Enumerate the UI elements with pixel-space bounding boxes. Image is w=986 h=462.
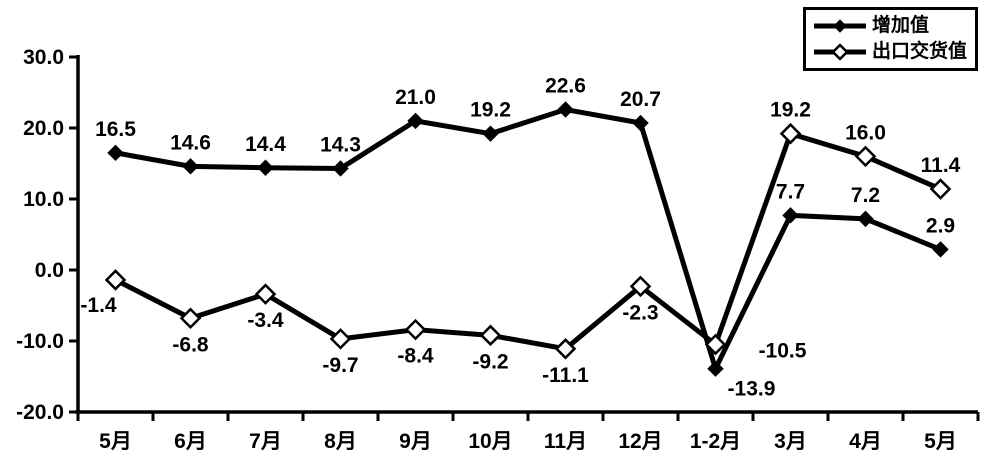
data-label: 19.2: [770, 99, 811, 122]
data-label: 16.0: [845, 121, 886, 144]
x-tick-label: 12月: [618, 430, 662, 453]
y-tick-label: 30.0: [23, 46, 64, 69]
data-label: -1.4: [80, 294, 117, 317]
data-label: -2.3: [622, 301, 658, 324]
x-tick-label: 5月: [924, 430, 957, 453]
hollow-diamond-marker: [254, 283, 277, 305]
series-line-1: [115, 106, 942, 376]
y-tick-label: 20.0: [23, 117, 64, 140]
filled-diamond-marker: [632, 114, 649, 132]
hollow-diamond-marker: [104, 269, 127, 291]
filled-diamond-marker: [332, 160, 349, 177]
hollow-diamond-marker: [329, 328, 352, 350]
x-tick-label: 7月: [249, 430, 282, 453]
data-label: -9.7: [322, 354, 358, 377]
filled-diamond-marker: [407, 112, 424, 130]
hollow-diamond-marker: [479, 324, 502, 347]
filled-diamond-marker: [857, 210, 874, 228]
filled-diamond-marker: [707, 360, 724, 377]
data-label: 19.2: [470, 99, 511, 122]
legend: 增加值 出口交货值: [802, 7, 978, 71]
data-label: -3.4: [247, 309, 284, 332]
data-label: 16.5: [95, 118, 136, 141]
data-label: 2.9: [926, 214, 955, 237]
data-label: 14.3: [320, 133, 361, 156]
filled-diamond-marker: [107, 144, 124, 162]
x-tick-label: 4月: [849, 430, 882, 453]
data-label: -6.8: [172, 333, 209, 356]
series-line-2: [114, 130, 942, 352]
legend-item-series-2: 出口交货值: [812, 40, 967, 64]
hollow-diamond-marker: [629, 275, 652, 298]
x-tick-label: 3月: [774, 430, 807, 453]
hollow-diamond-line-icon: [813, 43, 866, 61]
legend-label-series-1: 增加值: [871, 15, 929, 36]
x-tick-label: 10月: [468, 430, 512, 453]
x-tick-label: 9月: [399, 430, 432, 453]
data-label: -11.1: [542, 364, 589, 387]
y-tick-label: -10.0: [16, 330, 64, 353]
data-label: 7.2: [851, 184, 880, 207]
data-label: 14.4: [245, 133, 286, 156]
data-label: 14.6: [170, 131, 211, 154]
filled-diamond-marker: [782, 207, 799, 224]
hollow-diamond-marker: [929, 178, 952, 200]
data-label: -10.5: [759, 340, 807, 363]
x-tick-label: 5月: [99, 430, 132, 453]
data-label: -13.9: [728, 378, 776, 401]
data-label: -8.4: [397, 345, 434, 368]
data-label: -9.2: [472, 350, 508, 373]
filled-diamond-marker: [482, 125, 499, 142]
data-label: 7.7: [776, 180, 805, 203]
x-tick-label: 6月: [174, 430, 207, 453]
y-tick-label: -20.0: [16, 401, 64, 424]
hollow-diamond-marker: [179, 307, 202, 330]
hollow-diamond-marker: [404, 318, 427, 341]
hollow-diamond-marker: [854, 145, 877, 168]
data-label: 20.7: [620, 88, 661, 111]
filled-diamond-marker: [257, 159, 274, 176]
filled-diamond-marker: [557, 101, 574, 118]
x-tick-label: 1-2月: [690, 430, 741, 453]
filled-diamond-line-icon: [813, 19, 866, 33]
filled-diamond-marker: [932, 241, 949, 258]
legend-item-series-1: 增加值: [812, 14, 967, 38]
y-tick-label: 0.0: [35, 259, 64, 282]
x-tick-label: 11月: [544, 430, 587, 453]
hollow-diamond-marker: [704, 333, 727, 356]
x-tick-label: 8月: [324, 430, 357, 453]
data-label: 11.4: [921, 154, 961, 177]
hollow-diamond-marker: [779, 122, 802, 145]
y-tick-label: 10.0: [23, 188, 64, 211]
legend-label-series-2: 出口交货值: [871, 41, 967, 62]
hollow-diamond-marker: [554, 338, 577, 360]
filled-diamond-marker: [182, 158, 199, 175]
data-label: 22.6: [545, 75, 586, 98]
data-label: 21.0: [395, 86, 436, 109]
